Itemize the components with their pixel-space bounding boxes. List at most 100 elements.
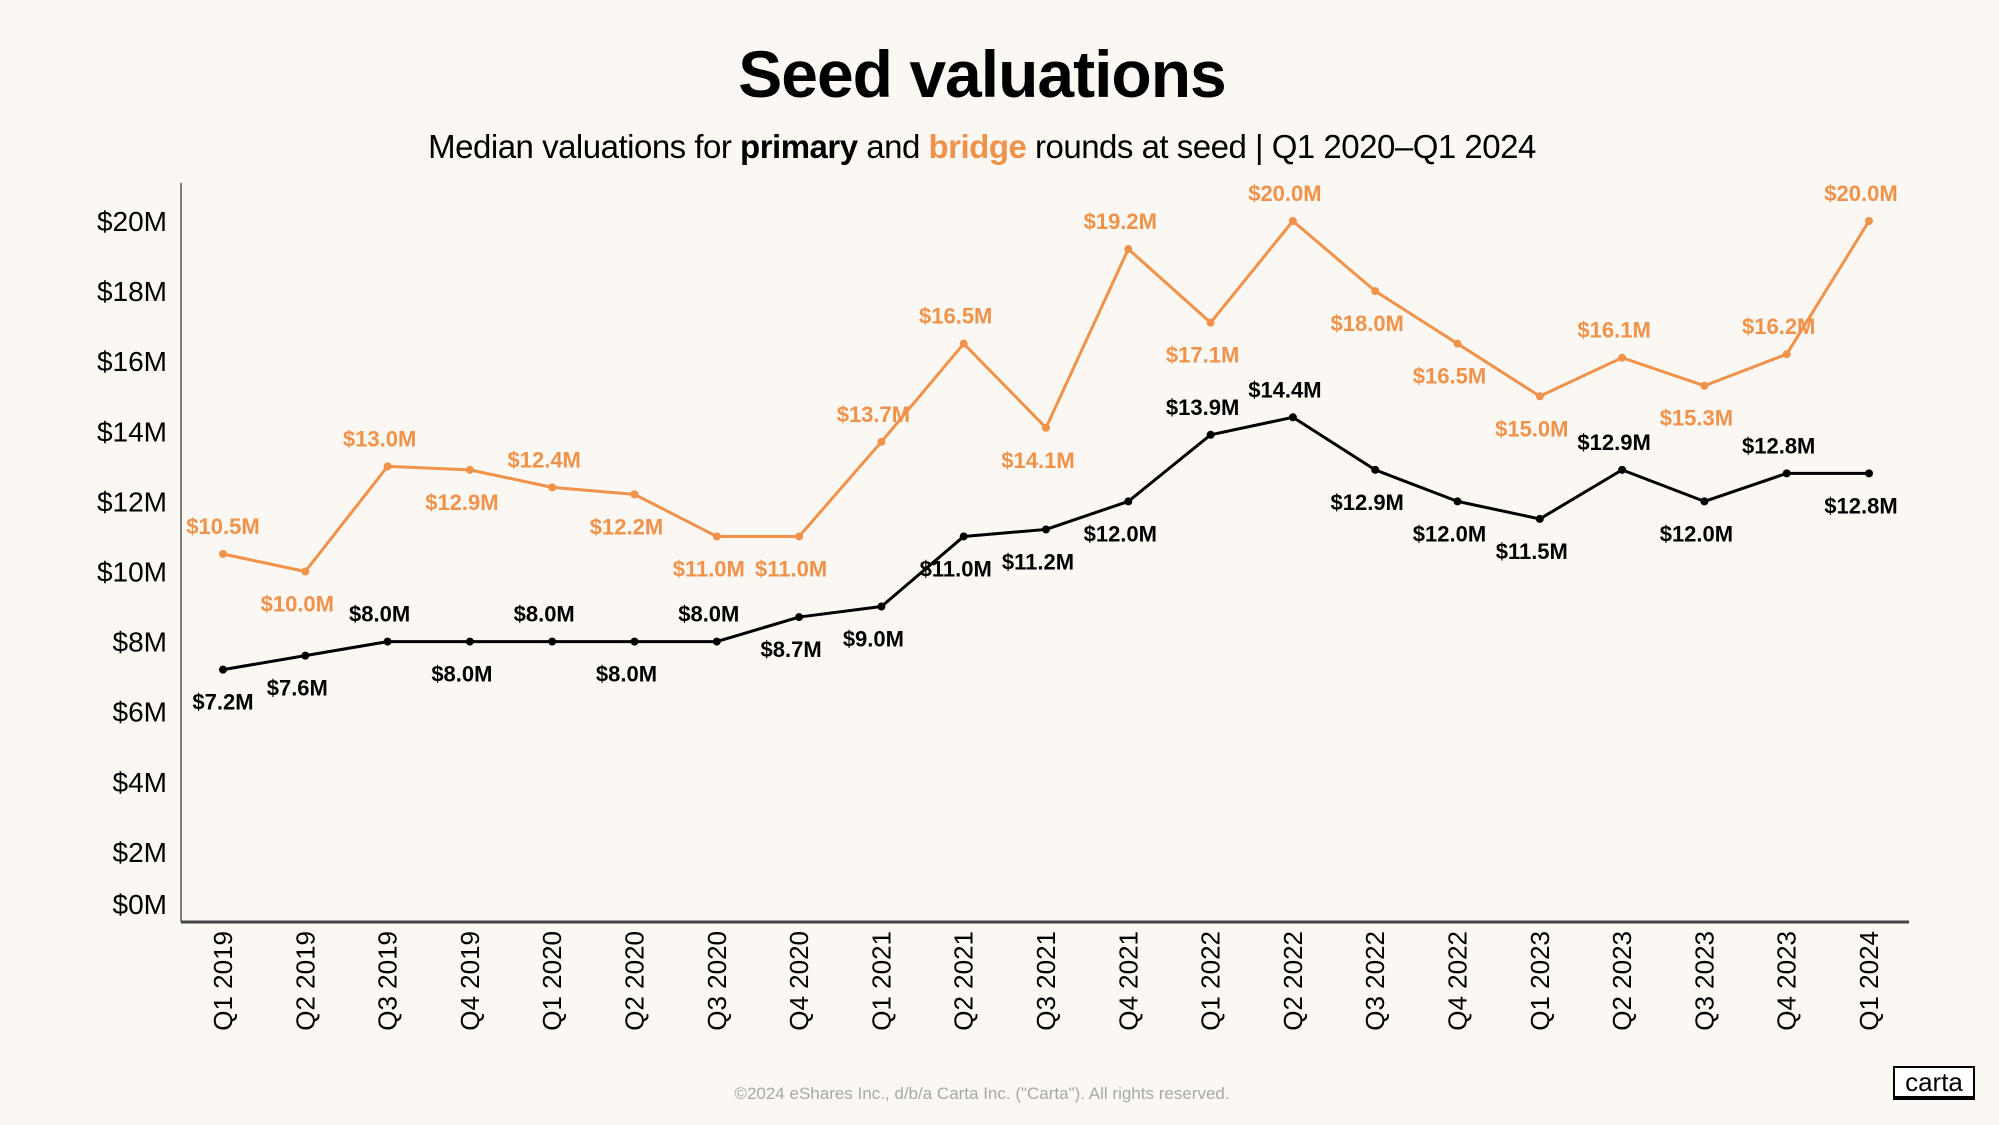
data-label-bridge: $13.0M	[343, 426, 416, 451]
data-point-bridge	[1535, 392, 1544, 401]
data-label-bridge: $11.0M	[755, 556, 827, 581]
x-tick-label: Q4 2023	[1772, 931, 1802, 1031]
data-label-bridge: $15.0M	[1495, 416, 1568, 441]
x-tick-label: Q3 2019	[373, 931, 403, 1031]
x-tick-label: Q1 2020	[537, 931, 567, 1031]
chart-subtitle: Median valuations for primary and bridge…	[0, 128, 1964, 166]
data-point-primary	[301, 651, 310, 660]
x-tick-label: Q3 2020	[702, 931, 732, 1031]
subtitle-suffix: rounds at seed | Q1 2020–Q1 2024	[1026, 128, 1536, 165]
data-label-primary: $8.0M	[431, 662, 492, 687]
data-point-bridge	[548, 483, 557, 492]
data-point-primary	[465, 637, 474, 646]
data-label-primary: $13.9M	[1166, 395, 1239, 420]
data-label-bridge: $14.1M	[1001, 448, 1074, 473]
data-label-bridge: $16.5M	[1413, 364, 1486, 389]
data-label-bridge: $12.4M	[508, 447, 581, 472]
x-tick-label: Q4 2019	[455, 931, 485, 1031]
data-label-primary: $12.9M	[1331, 490, 1404, 515]
x-tick-label: Q2 2023	[1607, 931, 1637, 1031]
data-point-primary	[1618, 465, 1627, 474]
data-point-primary	[1865, 469, 1873, 478]
data-label-bridge: $16.2M	[1742, 314, 1815, 339]
y-tick-label: $16M	[97, 346, 167, 377]
subtitle-prefix: Median valuations for	[428, 128, 741, 165]
data-label-primary: $12.0M	[1413, 521, 1486, 546]
data-label-primary: $8.0M	[596, 662, 657, 687]
data-label-primary: $12.9M	[1577, 430, 1650, 455]
data-point-bridge	[1042, 423, 1050, 432]
data-point-primary	[959, 532, 968, 541]
data-point-primary	[630, 637, 639, 646]
data-point-primary	[219, 665, 227, 674]
data-point-bridge	[301, 567, 310, 576]
y-tick-label: $18M	[97, 276, 167, 307]
data-point-bridge	[1782, 350, 1791, 359]
data-label-bridge: $17.1M	[1166, 343, 1239, 368]
x-tick-label: Q1 2022	[1196, 931, 1226, 1031]
data-label-primary: $8.0M	[514, 602, 575, 627]
data-label-bridge: $13.7M	[837, 402, 910, 427]
data-point-primary	[1782, 469, 1791, 478]
data-label-bridge: $10.5M	[186, 514, 259, 539]
data-label-primary: $7.6M	[267, 676, 328, 701]
data-label-bridge: $20.0M	[1824, 181, 1897, 206]
data-point-bridge	[712, 532, 721, 541]
data-label-bridge: $15.3M	[1660, 406, 1733, 431]
data-point-bridge	[1700, 381, 1709, 390]
y-tick-label: $20M	[97, 206, 167, 237]
y-tick-label: $2M	[113, 837, 167, 868]
data-label-bridge: $10.0M	[261, 592, 334, 617]
x-tick-label: Q1 2024	[1854, 931, 1884, 1031]
data-label-primary: $11.0M	[920, 556, 992, 581]
data-label-primary: $8.0M	[678, 602, 739, 627]
data-point-primary	[548, 637, 557, 646]
y-tick-label: $8M	[113, 627, 167, 658]
data-point-bridge	[959, 339, 968, 348]
data-point-primary	[1124, 497, 1133, 506]
y-tick-label: $6M	[113, 697, 167, 728]
data-point-primary	[877, 602, 886, 611]
y-tick-label: $14M	[97, 416, 167, 447]
data-point-bridge	[877, 437, 886, 446]
x-tick-label: Q2 2022	[1278, 931, 1308, 1031]
data-point-bridge	[1865, 217, 1873, 225]
data-label-bridge: $16.1M	[1577, 318, 1650, 343]
x-tick-label: Q4 2020	[784, 931, 814, 1031]
data-point-bridge	[1124, 245, 1133, 254]
data-point-primary	[1042, 525, 1050, 534]
data-label-primary: $11.5M	[1496, 539, 1568, 564]
data-point-bridge	[1618, 353, 1627, 362]
data-point-bridge	[1371, 287, 1380, 296]
data-point-bridge	[383, 462, 392, 471]
data-label-primary: $7.2M	[192, 690, 253, 715]
x-tick-label: Q2 2020	[620, 931, 650, 1031]
data-point-primary	[1288, 413, 1297, 422]
data-label-primary: $8.0M	[349, 602, 410, 627]
data-label-primary: $14.4M	[1248, 377, 1321, 402]
subtitle-primary: primary	[740, 128, 858, 165]
data-label-bridge: $18.0M	[1331, 311, 1404, 336]
data-point-bridge	[1206, 318, 1215, 327]
data-point-bridge	[219, 549, 227, 558]
data-label-bridge: $12.9M	[425, 490, 498, 515]
data-point-primary	[712, 637, 721, 646]
data-label-bridge: $19.2M	[1084, 209, 1157, 234]
data-point-bridge	[795, 532, 804, 541]
subtitle-mid: and	[857, 128, 929, 165]
copyright-footer: ©2024 eShares Inc., d/b/a Carta Inc. ("C…	[734, 1084, 1230, 1103]
data-label-primary: $12.8M	[1824, 493, 1897, 518]
x-tick-label: Q3 2022	[1360, 931, 1390, 1031]
series-line-bridge	[222, 219, 1871, 573]
data-label-bridge: $12.2M	[590, 514, 663, 539]
data-point-bridge	[465, 465, 474, 474]
data-point-bridge	[1288, 217, 1297, 225]
data-label-bridge: $16.5M	[919, 304, 992, 329]
data-label-primary: $12.0M	[1084, 521, 1157, 546]
x-tick-label: Q1 2021	[866, 931, 896, 1031]
data-label-bridge: $11.0M	[673, 556, 745, 581]
x-tick-label: Q3 2021	[1031, 931, 1061, 1031]
data-point-primary	[1371, 465, 1380, 474]
x-tick-label: Q2 2021	[949, 931, 979, 1031]
data-point-primary	[1700, 497, 1709, 506]
